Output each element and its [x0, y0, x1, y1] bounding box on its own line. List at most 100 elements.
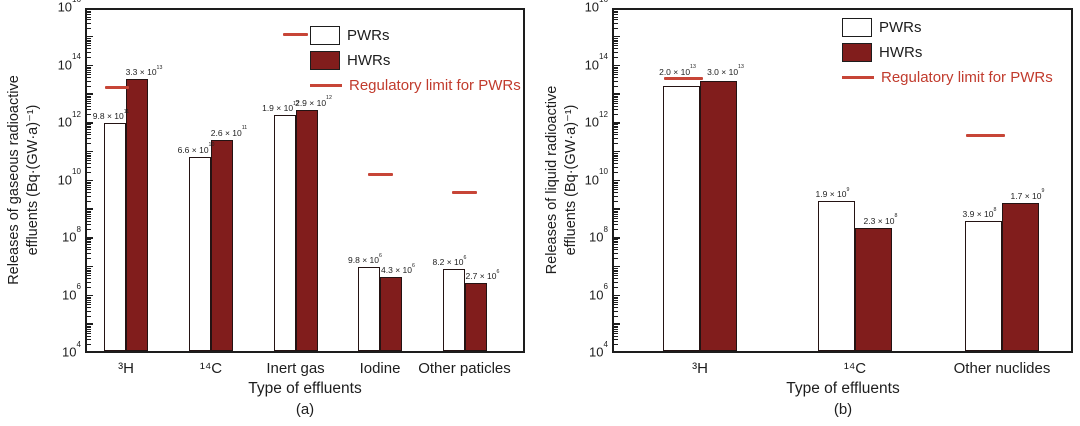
bar-value-label: 9.8 × 1011	[92, 108, 130, 122]
pwr-bar	[358, 267, 380, 351]
y-axis-tick	[87, 93, 93, 95]
y-axis-minor-tick	[614, 14, 618, 16]
y-axis-minor-tick	[87, 14, 91, 16]
y-axis-tick-label: 1016	[584, 0, 608, 15]
y-axis-minor-tick	[87, 23, 91, 25]
x-axis-title: Type of effluents	[786, 380, 900, 397]
y-axis-minor-tick	[87, 68, 91, 70]
y-axis-minor-tick	[87, 224, 91, 226]
bar-value-label: 2.6 × 1011	[210, 125, 248, 138]
y-axis-minor-tick	[614, 210, 618, 212]
regulatory-limit-marker	[452, 191, 477, 195]
y-axis-minor-tick	[87, 69, 91, 71]
y-axis-minor-tick	[87, 239, 91, 241]
y-axis-minor-tick	[614, 244, 618, 246]
y-axis-minor-tick	[87, 304, 91, 306]
legend-row-limit: Regulatory limit for PWRs	[842, 68, 1053, 87]
y-axis-minor-tick	[614, 74, 618, 76]
bar-value-label: 3.0 × 1013	[707, 64, 744, 77]
y-axis-minor-tick	[87, 39, 91, 41]
y-axis-minor-tick	[614, 138, 618, 140]
y-axis-minor-tick	[614, 68, 618, 70]
hwr-bar	[1002, 202, 1039, 351]
y-axis-minor-tick	[87, 76, 91, 78]
y-axis-minor-tick	[87, 244, 91, 246]
regulatory-limit-marker	[105, 86, 129, 90]
bar-value-label: 6.6 × 1010	[177, 142, 215, 155]
y-axis-minor-tick	[87, 184, 91, 186]
y-axis-minor-tick	[614, 339, 618, 341]
y-axis-minor-tick	[614, 166, 618, 168]
y-axis-minor-tick	[614, 163, 618, 165]
y-axis-minor-tick	[87, 271, 91, 273]
panel-label: (a)	[295, 401, 315, 418]
x-category-label: ¹⁴C	[199, 360, 223, 377]
y-axis-tick-label: 1014	[584, 52, 608, 72]
x-category-label: Inert gas	[266, 360, 325, 377]
y-axis-minor-tick	[614, 213, 618, 215]
y-axis-tick	[614, 122, 620, 124]
y-axis-tick	[614, 150, 620, 153]
y-axis-minor-tick	[614, 153, 618, 155]
y-axis-minor-tick	[614, 335, 618, 337]
hwr-bar	[464, 283, 487, 351]
y-axis-minor-tick	[614, 9, 618, 11]
y-axis-minor-tick	[614, 271, 618, 273]
y-axis-minor-tick	[614, 184, 618, 186]
y-axis-tick	[87, 179, 93, 182]
y-axis-minor-tick	[614, 310, 618, 312]
y-axis-minor-tick	[614, 19, 618, 21]
y-axis-minor-tick	[614, 80, 618, 82]
y-axis-minor-tick	[87, 127, 91, 129]
y-axis-tick	[87, 150, 93, 153]
y-axis-minor-tick	[614, 330, 618, 332]
pwr-bar	[273, 114, 296, 351]
y-axis-minor-tick	[87, 171, 91, 173]
y-axis-minor-tick	[614, 23, 618, 25]
y-axis-minor-tick	[614, 171, 618, 173]
y-axis-minor-tick	[614, 85, 618, 87]
y-axis-tick	[87, 122, 93, 124]
y-axis-minor-tick	[87, 156, 91, 158]
y-axis-minor-tick	[614, 220, 618, 222]
y-axis-minor-tick	[87, 315, 91, 317]
y-axis-minor-tick	[87, 306, 91, 308]
y-axis-minor-tick	[614, 51, 618, 53]
y-axis-tick-label: 1014	[57, 52, 81, 72]
y-axis-minor-tick	[614, 268, 618, 270]
y-axis-minor-tick	[87, 131, 91, 133]
legend-row-pwr: PWRs	[310, 26, 521, 45]
bar-value-label: 3.3 × 1013	[125, 64, 163, 78]
y-axis-minor-tick	[87, 160, 91, 162]
hwr-bar	[211, 139, 233, 351]
x-category-label: Iodine	[359, 360, 401, 377]
y-axis-minor-tick	[87, 253, 91, 255]
y-axis-minor-tick	[87, 217, 91, 219]
y-axis-minor-tick	[87, 328, 91, 330]
y-axis-minor-tick	[614, 109, 618, 111]
y-axis-minor-tick	[87, 134, 91, 136]
pwr-swatch-icon	[842, 18, 872, 37]
y-axis-minor-tick	[87, 275, 91, 277]
y-axis-minor-tick	[87, 125, 91, 127]
y-axis-minor-tick	[614, 16, 618, 18]
y-axis-minor-tick	[87, 195, 91, 197]
y-axis-tick	[614, 208, 620, 210]
y-axis-tick	[614, 265, 620, 268]
y-axis-minor-tick	[614, 328, 618, 330]
y-axis-minor-tick	[87, 335, 91, 337]
y-axis-minor-tick	[614, 299, 618, 301]
y-axis-tick	[614, 35, 620, 38]
y-axis-minor-tick	[614, 273, 618, 275]
regulatory-limit-marker	[966, 133, 1005, 137]
y-axis-minor-tick	[87, 213, 91, 215]
y-axis-minor-tick	[614, 275, 618, 277]
y-axis-minor-tick	[614, 191, 618, 193]
legend-row-pwr: PWRs	[842, 18, 1053, 37]
y-axis-minor-tick	[614, 240, 618, 242]
y-axis-minor-tick	[614, 160, 618, 162]
regulatory-limit-marker	[367, 173, 393, 177]
y-axis-minor-tick	[614, 127, 618, 129]
y-axis-tick	[614, 64, 620, 67]
y-axis-minor-tick	[87, 339, 91, 341]
